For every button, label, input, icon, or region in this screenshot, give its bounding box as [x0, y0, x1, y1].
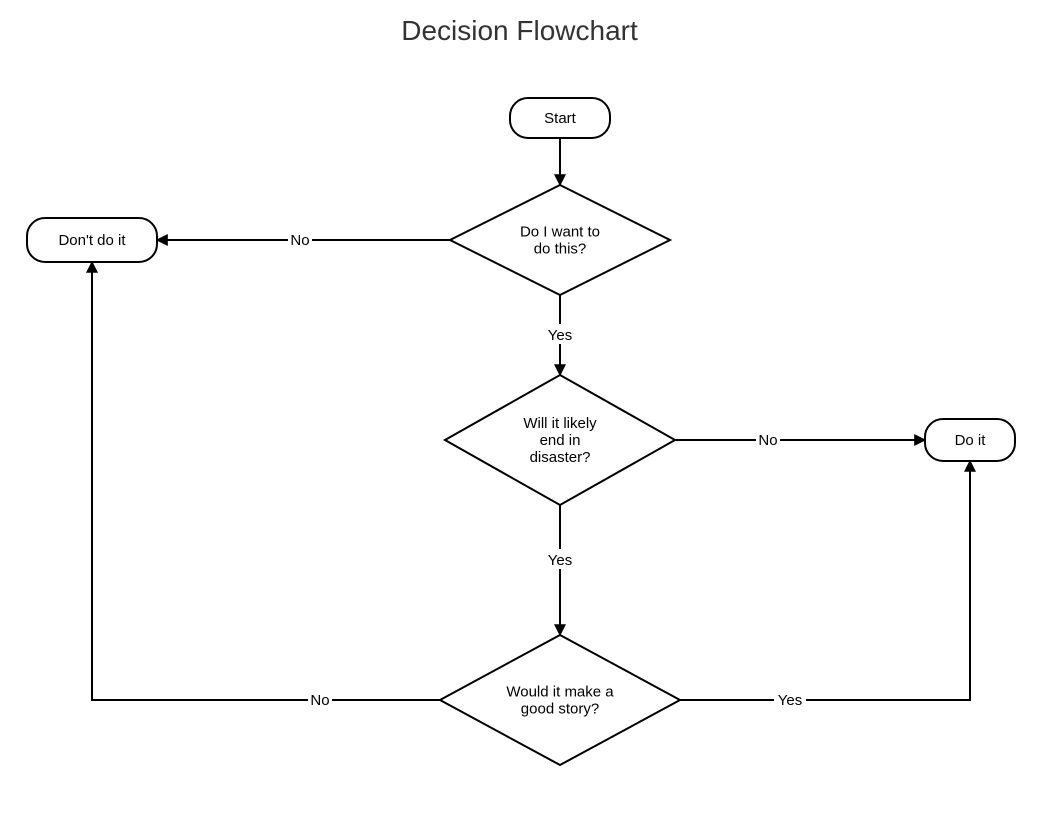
node-label-doit-0: Do it	[955, 432, 987, 449]
edge-label-q1-dont: No	[290, 232, 309, 249]
edge-q3-dont	[92, 262, 440, 700]
node-label-q2-2: disaster?	[530, 449, 591, 466]
node-label-q1-1: do this?	[534, 241, 587, 258]
node-label-q3-0: Would it make a	[506, 684, 614, 701]
node-label-dont-0: Don't do it	[58, 232, 126, 249]
node-label-q3-1: good story?	[521, 701, 599, 718]
edge-label-q3-doit: Yes	[778, 692, 802, 709]
flowchart-canvas: Decision Flowchart No Yes No Yes No Yes Start Do…	[0, 0, 1039, 817]
chart-title: Decision Flowchart	[401, 15, 638, 46]
node-label-q2-1: end in	[540, 432, 581, 449]
node-q2: Will it likelyend indisaster?	[445, 375, 675, 505]
node-label-q2-0: Will it likely	[523, 415, 597, 432]
node-dont: Don't do it	[27, 218, 157, 262]
edge-label-q3-dont: No	[310, 692, 329, 709]
edge-q3-doit	[680, 461, 970, 700]
node-doit: Do it	[925, 419, 1015, 461]
node-start: Start	[510, 98, 610, 138]
edge-label-q1-q2: Yes	[548, 327, 572, 344]
edge-label-q2-q3: Yes	[548, 552, 572, 569]
node-q1: Do I want todo this?	[450, 185, 670, 295]
edge-label-q2-doit: No	[758, 432, 777, 449]
node-q3: Would it make agood story?	[440, 635, 680, 765]
node-label-q1-0: Do I want to	[520, 224, 600, 241]
node-label-start-0: Start	[544, 110, 577, 127]
